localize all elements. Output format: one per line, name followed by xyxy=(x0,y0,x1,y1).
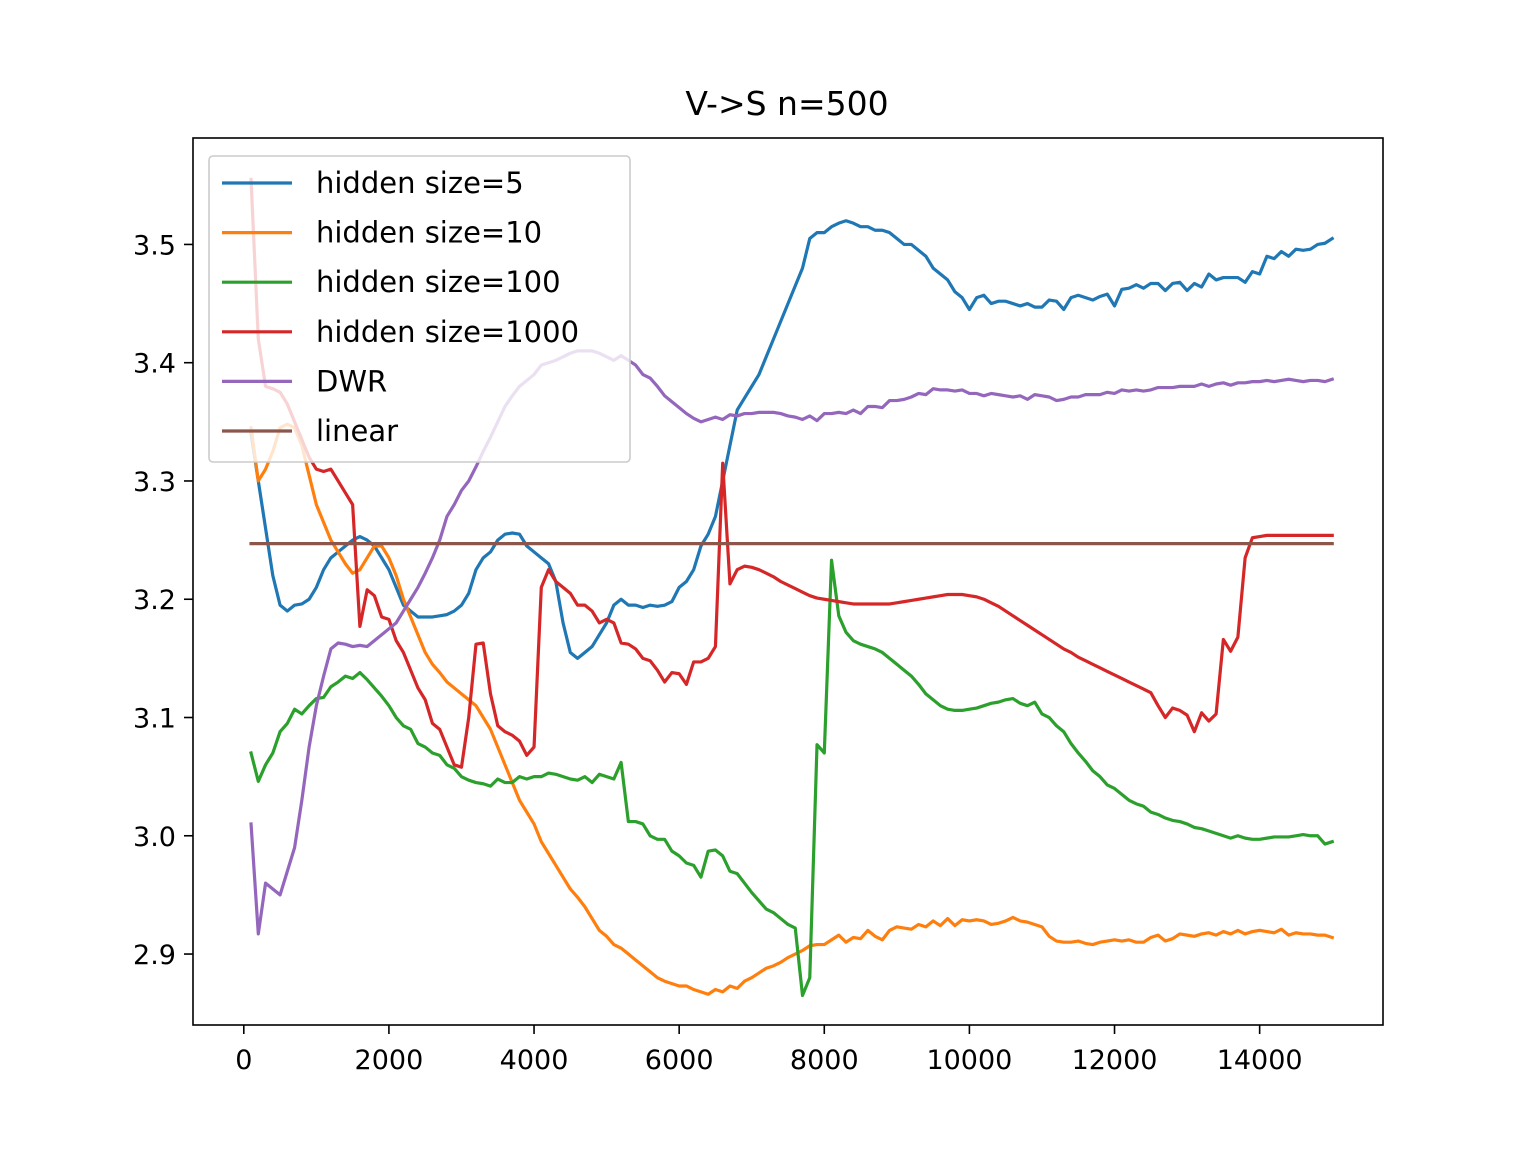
legend-label: hidden size=10 xyxy=(316,216,542,250)
x-tick-label: 2000 xyxy=(355,1045,424,1076)
x-tick-label: 4000 xyxy=(500,1045,569,1076)
legend-label: hidden size=1000 xyxy=(316,315,579,349)
x-tick-label: 12000 xyxy=(1072,1045,1158,1076)
legend-label: hidden size=100 xyxy=(316,265,561,299)
legend-label: hidden size=5 xyxy=(316,166,524,200)
series-line-4 xyxy=(249,349,1335,936)
y-tick-label: 3.0 xyxy=(133,822,176,853)
plot-frame xyxy=(192,137,1384,1026)
y-axis: 2.9 3.0 3.1 3.2 3.3 3.4 3.5 xyxy=(133,230,193,971)
chart-title: V->S n=500 xyxy=(685,84,888,123)
x-tick-label: 10000 xyxy=(926,1045,1012,1076)
plot-area xyxy=(192,137,1384,1026)
x-axis: 0 2000 4000 6000 8000 10000 12000 14000 xyxy=(235,1025,1303,1076)
legend-box xyxy=(208,155,631,463)
series-line-0 xyxy=(249,219,1335,660)
series-line-2 xyxy=(249,558,1335,998)
legend-label: DWR xyxy=(316,364,387,398)
y-tick-label: 3.2 xyxy=(133,585,176,616)
y-tick-label: 3.3 xyxy=(133,467,176,498)
x-tick-label: 14000 xyxy=(1217,1045,1303,1076)
y-tick-label: 2.9 xyxy=(133,940,176,971)
x-tick-label: 8000 xyxy=(790,1045,859,1076)
series-line-3 xyxy=(249,177,1334,769)
y-tick-label: 3.4 xyxy=(133,349,176,380)
x-tick-label: 0 xyxy=(235,1045,252,1076)
legend: hidden size=5 hidden size=10 hidden size=1… xyxy=(208,155,631,463)
series-line-1 xyxy=(249,422,1335,996)
x-tick-label: 6000 xyxy=(645,1045,714,1076)
legend-label: linear xyxy=(316,414,398,448)
series-layer xyxy=(249,177,1335,998)
y-tick-label: 3.5 xyxy=(133,230,176,261)
y-tick-label: 3.1 xyxy=(133,704,176,735)
